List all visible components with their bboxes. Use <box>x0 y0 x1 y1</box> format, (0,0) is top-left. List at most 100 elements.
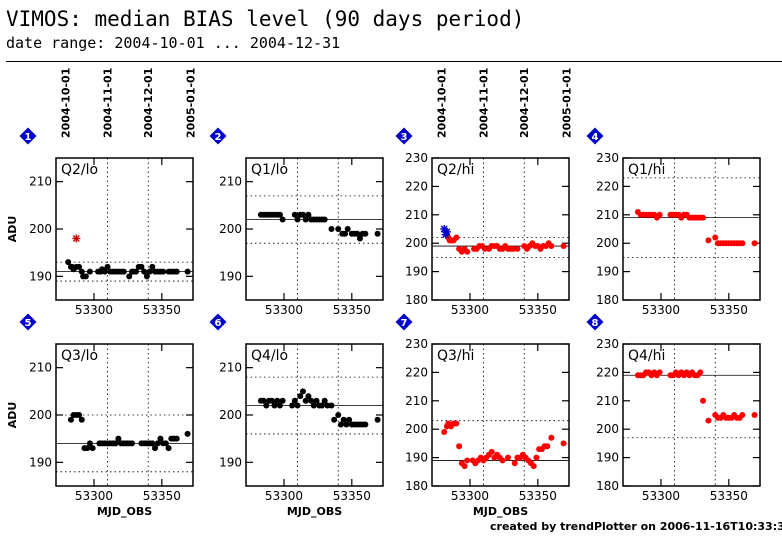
data-point <box>700 214 707 221</box>
x-tick-label: 53350 <box>333 303 371 317</box>
panel-q1-lo: 2 190 200 210 53300 53350 Q1/lo <box>209 127 384 317</box>
data-point <box>165 445 172 452</box>
data-point <box>133 268 140 275</box>
plot-frame <box>245 343 384 487</box>
data-point <box>271 402 278 409</box>
x-tick-label: 53350 <box>519 489 557 503</box>
x-tick-label: 53300 <box>75 489 113 503</box>
data-point <box>464 457 471 464</box>
x-tick-label: 53300 <box>265 489 303 503</box>
y-tick-label: 200 <box>29 222 52 236</box>
y-tick-label: 200 <box>29 408 52 422</box>
data-point <box>346 416 353 423</box>
top-date-label: 2004-12-01 <box>518 68 531 138</box>
panel-number: 2 <box>215 132 222 143</box>
data-point <box>514 245 521 252</box>
data-point <box>335 226 342 232</box>
top-date-label: 2004-12-01 <box>142 68 155 138</box>
panel-q1-hi: 4 180 190 200 210 220 230 53300 53350 Q1/hi <box>586 127 761 317</box>
y-tick-label: 190 <box>405 265 428 279</box>
data-point <box>291 397 298 404</box>
data-point <box>89 445 96 452</box>
panel-number: 7 <box>401 318 408 329</box>
x-tick-label: 53300 <box>451 489 489 503</box>
y-tick-label: 190 <box>596 265 619 279</box>
y-tick-label: 200 <box>405 422 428 436</box>
data-point <box>146 268 153 275</box>
data-point <box>374 416 381 423</box>
data-point <box>67 416 74 423</box>
x-tick-label: 53350 <box>519 303 557 317</box>
panel-q4-hi: 8 180 190 200 210 220 230 53300 53350 Q4/hi <box>586 313 761 503</box>
data-point <box>279 216 286 223</box>
data-point <box>126 273 133 280</box>
data-point <box>299 211 306 218</box>
x-tick-label: 53300 <box>642 489 680 503</box>
data-point <box>354 230 361 237</box>
data-point <box>302 397 309 404</box>
panel-number: 3 <box>401 132 408 143</box>
top-date-label: 2005-01-01 <box>560 68 573 138</box>
x-tick-label: 53300 <box>265 303 303 317</box>
data-point <box>328 226 335 232</box>
top-date-label: 2004-10-01 <box>435 68 448 138</box>
data-point <box>751 412 758 418</box>
top-date-label: 2004-10-01 <box>59 68 72 138</box>
y-tick-label: 190 <box>219 269 242 283</box>
x-axis-label: MJD_OBS <box>473 505 528 518</box>
blue-star-point <box>442 227 451 236</box>
data-point <box>260 397 267 404</box>
data-point <box>82 273 89 280</box>
panel-label: Q2/hi <box>437 162 474 178</box>
data-point <box>276 402 283 409</box>
data-point <box>340 416 347 423</box>
data-point <box>712 234 719 241</box>
outlier-star <box>72 234 81 243</box>
data-point <box>464 248 471 255</box>
plot-frame <box>431 343 570 487</box>
panel-number: 8 <box>592 318 599 329</box>
data-point <box>739 240 746 247</box>
y-tick-label: 230 <box>405 151 428 165</box>
data-point <box>112 440 119 447</box>
data-point <box>173 268 180 275</box>
x-axis-label: MJD_OBS <box>97 505 152 518</box>
data-point <box>268 397 275 404</box>
x-tick-label: 53350 <box>710 303 748 317</box>
panel-number: 6 <box>215 318 222 329</box>
y-tick-label: 210 <box>405 208 428 222</box>
data-point <box>138 263 145 270</box>
x-tick-label: 53350 <box>333 489 371 503</box>
data-point <box>299 388 306 395</box>
star-stroke <box>443 228 451 236</box>
y-tick-label: 190 <box>405 451 428 465</box>
y-tick-label: 230 <box>596 337 619 351</box>
data-point <box>160 268 167 275</box>
data-point <box>499 457 506 464</box>
panel-q4-lo: 6 190 200 210 53300 53350 MJD_OBS Q4/lo <box>209 313 384 518</box>
data-point <box>76 412 83 418</box>
panel-number: 5 <box>25 318 32 329</box>
y-tick-label: 200 <box>596 236 619 250</box>
data-point <box>154 440 161 447</box>
plot-frame <box>431 157 570 301</box>
y-tick-label: 180 <box>596 293 619 307</box>
data-point <box>511 460 518 467</box>
data-point <box>461 463 468 470</box>
y-axis-label: ADU <box>6 216 19 243</box>
data-point <box>328 402 335 409</box>
panel-number-badge <box>586 313 604 331</box>
panel-number-badge <box>209 313 227 331</box>
y-axis-label: ADU <box>6 402 19 429</box>
data-point <box>308 397 315 404</box>
panel-number: 4 <box>592 132 599 143</box>
data-point <box>297 393 304 400</box>
y-tick-label: 210 <box>596 208 619 222</box>
data-point <box>149 263 156 270</box>
page-title: VIMOS: median BIAS level (90 days period… <box>6 7 525 31</box>
data-point <box>263 402 270 409</box>
panel-q3-hi: 7 180 190 200 210 220 230 53300 53350 MJD_OBS Q3/h… <box>395 313 570 518</box>
data-point <box>279 397 286 404</box>
top-date-label: 2005-01-01 <box>184 68 197 138</box>
y-tick-label: 210 <box>29 361 52 375</box>
